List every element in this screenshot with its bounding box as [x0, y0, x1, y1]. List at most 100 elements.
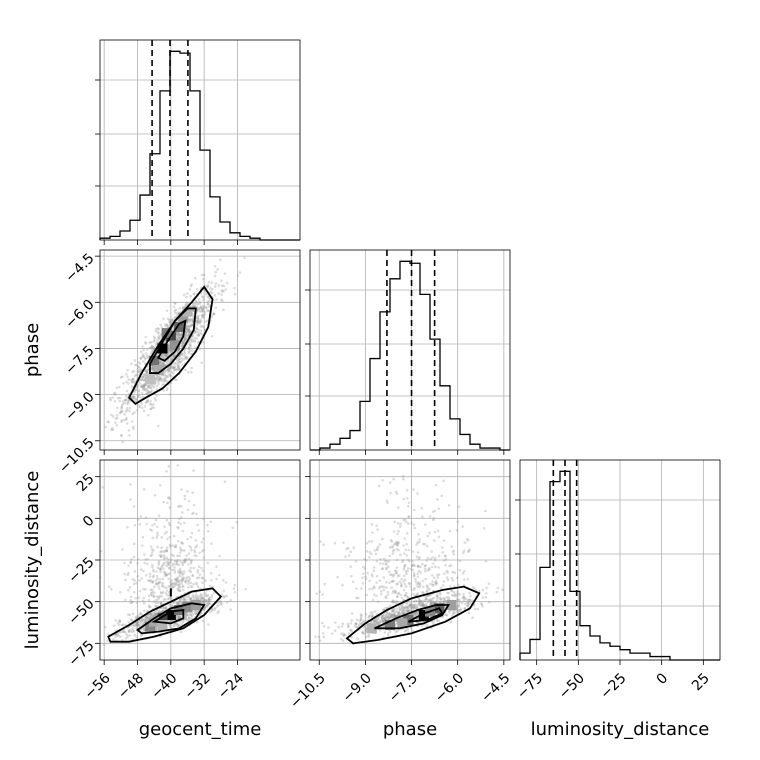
scatter-point [190, 283, 194, 286]
scatter-point [396, 574, 400, 578]
scatter-point [373, 620, 377, 623]
scatter-point [124, 631, 127, 634]
scatter-point [196, 523, 199, 527]
scatter-point [191, 512, 194, 516]
scatter-point [124, 398, 127, 402]
scatter-point [198, 322, 202, 325]
scatter-point [140, 568, 143, 571]
scatter-point [423, 523, 427, 526]
scatter-point [157, 336, 161, 340]
scatter-point [195, 287, 199, 291]
scatter-point [182, 354, 185, 357]
scatter-point [411, 629, 415, 633]
scatter-point [188, 324, 191, 328]
scatter-point [125, 380, 128, 383]
scatter-point [457, 603, 460, 606]
scatter-point [439, 586, 443, 590]
scatter-point [209, 290, 212, 294]
scatter-point [133, 374, 137, 378]
scatter-point [202, 273, 206, 277]
scatter-point [391, 552, 395, 555]
scatter-point [203, 313, 206, 317]
scatter-point [176, 525, 179, 529]
scatter-point [136, 393, 139, 397]
scatter-point [368, 540, 371, 543]
scatter-point [330, 632, 334, 635]
scatter-point [195, 512, 198, 516]
scatter-point [153, 493, 157, 497]
scatter-point [197, 307, 200, 311]
scatter-point [163, 556, 166, 559]
scatter-point [389, 615, 392, 618]
scatter-point [191, 334, 195, 337]
scatter-point [392, 477, 395, 481]
scatter-point [140, 633, 143, 637]
scatter-point [176, 583, 179, 587]
scatter-point [163, 574, 167, 578]
scatter-point [168, 321, 172, 324]
scatter-point [142, 386, 145, 390]
scatter-point [385, 613, 389, 617]
scatter-point [417, 565, 420, 568]
scatter-point [136, 622, 139, 625]
scatter-point [133, 542, 136, 546]
scatter-point [177, 616, 181, 619]
scatter-point [190, 323, 193, 327]
scatter-point [161, 581, 165, 585]
scatter-point [162, 356, 166, 359]
density-bin [446, 600, 457, 610]
scatter-point [168, 543, 172, 547]
scatter-point [204, 594, 208, 597]
scatter-point [397, 548, 400, 552]
scatter-point [380, 616, 384, 620]
scatter-point [185, 326, 189, 329]
scatter-point [183, 338, 187, 341]
scatter-point [168, 360, 172, 363]
scatter-point [376, 545, 380, 549]
scatter-point [431, 597, 434, 600]
scatter-point [144, 341, 147, 344]
scatter-point [433, 530, 437, 534]
scatter-point [137, 366, 140, 369]
scatter-point [424, 602, 428, 606]
scatter-point [485, 592, 488, 595]
scatter-point [443, 599, 447, 603]
scatter-point [141, 353, 145, 356]
scatter-point [166, 558, 170, 561]
scatter-point [167, 359, 170, 362]
scatter-point [166, 573, 169, 576]
scatter-point [398, 611, 401, 614]
scatter-point [387, 565, 390, 569]
scatter-point [317, 635, 321, 639]
scatter-point [225, 594, 229, 598]
scatter-point [432, 517, 436, 520]
scatter-point [400, 584, 403, 587]
scatter-point [403, 629, 407, 633]
scatter-point [378, 579, 382, 583]
scatter-point [173, 301, 176, 305]
scatter-point [122, 630, 125, 634]
scatter-point [207, 623, 210, 626]
scatter-point [434, 579, 438, 583]
scatter-point [151, 405, 154, 409]
scatter-point [195, 327, 199, 330]
scatter-point [457, 598, 461, 602]
scatter-point [194, 539, 198, 542]
scatter-point [206, 302, 210, 306]
scatter-point [120, 407, 123, 410]
scatter-point [199, 305, 203, 309]
scatter-point [130, 630, 134, 634]
scatter-point [425, 559, 428, 562]
scatter-point [195, 581, 198, 585]
scatter-point [352, 546, 356, 550]
scatter-point [172, 354, 176, 358]
scatter-point [180, 580, 183, 583]
scatter-point [189, 560, 193, 563]
scatter-point [189, 561, 193, 565]
scatter-point [392, 610, 395, 613]
scatter-point [154, 613, 157, 616]
scatter-point [406, 558, 410, 562]
scatter-point [217, 573, 221, 577]
scatter-point [396, 506, 400, 509]
scatter-point [169, 349, 173, 353]
